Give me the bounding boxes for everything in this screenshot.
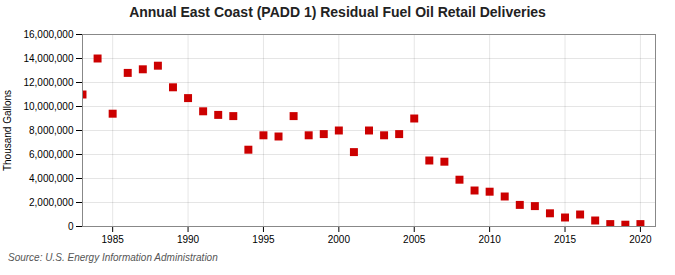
svg-text:12,000,000: 12,000,000 [23, 77, 73, 88]
svg-text:2000: 2000 [328, 234, 351, 245]
svg-text:Thousand Gallons: Thousand Gallons [2, 90, 13, 171]
svg-text:2005: 2005 [403, 234, 426, 245]
svg-text:1985: 1985 [102, 234, 125, 245]
svg-text:6,000,000: 6,000,000 [29, 149, 74, 160]
html-text:Annual East Coast (PADD 1) Res: Annual East Coast (PADD 1) Residual Fuel… [129, 4, 546, 20]
svg-text:0: 0 [68, 221, 74, 232]
svg-text:1995: 1995 [252, 234, 275, 245]
svg-text:10,000,000: 10,000,000 [23, 101, 73, 112]
svg-text:8,000,000: 8,000,000 [29, 125, 74, 136]
svg-text:16,000,000: 16,000,000 [23, 29, 73, 40]
html-text:Source: U.S. Energy Informatio: Source: U.S. Energy Information Administ… [8, 252, 218, 263]
svg-text:4,000,000: 4,000,000 [29, 173, 74, 184]
svg-text:14,000,000: 14,000,000 [23, 53, 73, 64]
svg-text:2020: 2020 [629, 234, 652, 245]
svg-text:2010: 2010 [479, 234, 502, 245]
svg-text:1990: 1990 [177, 234, 200, 245]
svg-text:2,000,000: 2,000,000 [29, 197, 74, 208]
svg-text:2015: 2015 [554, 234, 577, 245]
